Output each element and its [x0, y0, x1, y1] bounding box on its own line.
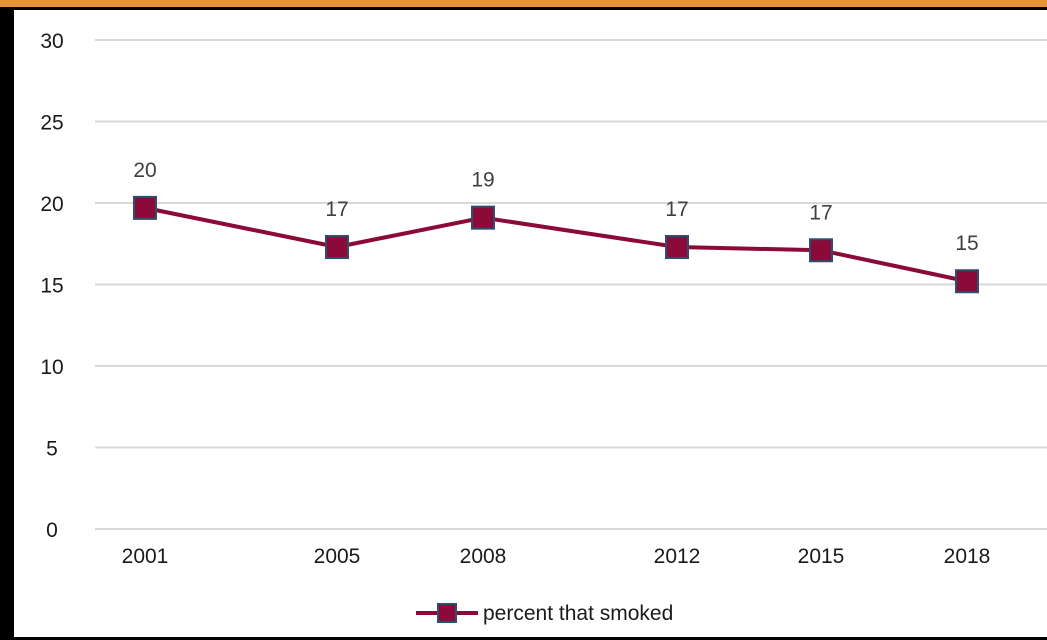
gridlines — [95, 39, 1047, 530]
data-label-2005: 17 — [325, 198, 348, 221]
data-label-2018: 15 — [955, 232, 978, 255]
data-label-2001: 20 — [133, 159, 156, 182]
y-tick-label-0: 0 — [46, 519, 58, 542]
series-line — [144, 205, 968, 284]
x-tick-label-2008: 2008 — [460, 545, 507, 568]
series-percent-that-smoked — [133, 195, 979, 294]
x-tick-label-2015: 2015 — [798, 545, 845, 568]
x-tick-label-2001: 2001 — [122, 545, 169, 568]
legend-marker — [437, 603, 457, 623]
data-point-2001 — [133, 195, 157, 220]
data-point-2012 — [665, 235, 689, 260]
legend-label: percent that smoked — [483, 602, 673, 625]
y-tick-label-20: 20 — [40, 193, 63, 216]
data-label-2008: 19 — [471, 169, 494, 192]
data-label-2015: 17 — [809, 201, 832, 224]
data-point-2008 — [471, 205, 495, 230]
x-tick-label-2018: 2018 — [944, 545, 991, 568]
x-axis: 2001 2005 2008 2012 2015 2018 — [122, 545, 991, 568]
data-label-2012: 17 — [665, 198, 688, 221]
x-tick-label-2012: 2012 — [654, 545, 701, 568]
y-tick-label-15: 15 — [40, 275, 63, 298]
y-tick-label-10: 10 — [40, 356, 63, 379]
y-tick-label-25: 25 — [40, 112, 63, 135]
x-tick-label-2005: 2005 — [314, 545, 361, 568]
chart-panel — [14, 10, 1047, 637]
legend: percent that smoked — [416, 602, 673, 625]
data-point-2005 — [325, 235, 349, 260]
data-labels: 20 17 19 17 17 15 — [133, 159, 978, 255]
y-tick-label-5: 5 — [46, 438, 58, 461]
data-point-2018 — [955, 269, 979, 294]
top-border-stripe — [0, 0, 1047, 7]
data-point-2015 — [809, 238, 833, 263]
y-axis: 0 5 10 15 20 25 30 — [40, 30, 63, 542]
y-tick-label-30: 30 — [40, 30, 63, 53]
